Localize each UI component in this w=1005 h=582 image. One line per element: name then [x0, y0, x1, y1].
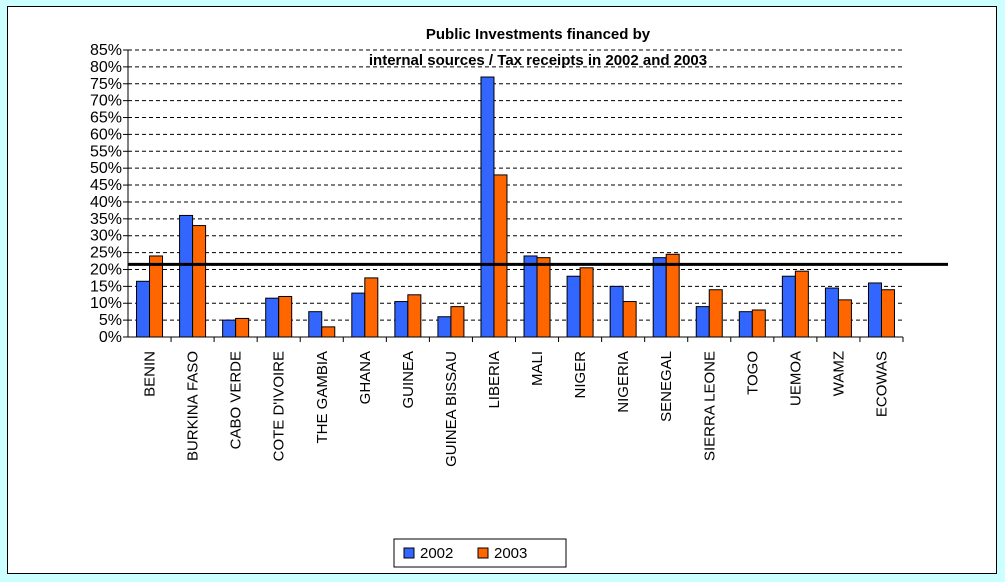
axis-layer: 0%5%10%15%20%25%30%35%40%45%50%55%60%65%… — [90, 42, 948, 346]
bar-2002-sierra-leone — [695, 306, 710, 338]
category-label-nigeria: NIGERIA — [615, 351, 632, 413]
chart-title-line-2: internal sources / Tax receipts in 2002 … — [369, 52, 707, 69]
y-tick-label-0: 0% — [99, 329, 122, 346]
bar-2003-sierra-leone — [708, 289, 723, 338]
bar-2003-senegal — [665, 253, 680, 338]
y-tick-label-40: 40% — [90, 194, 122, 211]
y-tick-label-35: 35% — [90, 211, 122, 228]
bar-2002-guinea — [394, 301, 409, 338]
category-label-benin: BENIN — [142, 351, 159, 397]
bar-2002-liberia — [480, 76, 495, 338]
bar-2003-niger — [579, 267, 594, 338]
legend-label-2003: 2003 — [494, 545, 527, 562]
bar-2002-benin — [136, 280, 151, 338]
bar-2002-the-gambia — [308, 311, 323, 338]
category-label-ecowas: ECOWAS — [873, 351, 890, 417]
category-label-niger: NIGER — [572, 351, 589, 399]
bar-2002-wamz — [824, 287, 839, 338]
bar-2002-guinea-bissau — [437, 316, 452, 338]
y-tick-label-65: 65% — [90, 110, 122, 127]
category-label-sierra-leone: SIERRA LEONE — [701, 351, 718, 461]
category-label-cabo-verde: CABO VERDE — [228, 351, 245, 449]
category-label-burkina-faso: BURKINA FASO — [185, 351, 202, 461]
bar-2003-guinea-bissau — [450, 306, 465, 338]
bar-2002-mali — [523, 255, 538, 338]
bar-2002-ecowas — [867, 282, 882, 338]
bar-2003-ghana — [364, 277, 379, 338]
category-label-guinea-bissau: GUINEA BISSAU — [443, 351, 460, 467]
bar-2002-cote-d-ivoire — [265, 297, 280, 338]
category-label-ghana: GHANA — [357, 351, 374, 404]
bar-2002-ghana — [351, 292, 366, 338]
y-tick-label-30: 30% — [90, 228, 122, 245]
bar-2002-senegal — [652, 257, 667, 338]
bar-2003-benin — [149, 255, 164, 338]
bar-2003-uemoa — [794, 270, 809, 338]
bar-2003-cote-d-ivoire — [278, 295, 293, 338]
y-tick-label-75: 75% — [90, 76, 122, 93]
bar-2002-niger — [566, 275, 581, 338]
bar-2003-burkina-faso — [192, 225, 207, 338]
y-tick-label-85: 85% — [90, 42, 122, 59]
legend-swatch-2002 — [403, 547, 415, 559]
y-tick-label-20: 20% — [90, 261, 122, 278]
bar-2003-mali — [536, 257, 551, 338]
bar-2002-uemoa — [781, 275, 796, 338]
category-label-uemoa: UEMOA — [787, 351, 804, 406]
category-labels: BENIN BURKINA FASO CABO VERDE COTE D'IVOIRE… — [142, 351, 891, 467]
bar-2003-liberia — [493, 174, 508, 338]
bars-layer — [136, 76, 895, 338]
category-label-the-gambia: THE GAMBIA — [314, 351, 331, 444]
chart-title-line-1: Public Investments financed by — [426, 26, 651, 43]
bar-2003-ecowas — [880, 289, 895, 338]
y-tick-label-60: 60% — [90, 126, 122, 143]
bar-2002-cabo-verde — [222, 319, 237, 338]
y-tick-label-10: 10% — [90, 295, 122, 312]
category-label-cote-d-ivoire: COTE D'IVOIRE — [271, 351, 288, 461]
y-tick-label-50: 50% — [90, 160, 122, 177]
category-label-liberia: LIBERIA — [486, 351, 503, 409]
bar-2003-togo — [751, 309, 766, 338]
bar-2003-wamz — [837, 299, 852, 338]
legend: 2002 2003 — [393, 538, 567, 568]
y-tick-label-15: 15% — [90, 278, 122, 295]
bar-2003-guinea — [407, 294, 422, 338]
y-tick-label-55: 55% — [90, 143, 122, 160]
legend-swatch-2003 — [477, 547, 489, 559]
y-tick-label-70: 70% — [90, 93, 122, 110]
category-label-senegal: SENEGAL — [658, 351, 675, 422]
y-tick-label-25: 25% — [90, 245, 122, 262]
bar-2002-nigeria — [609, 285, 624, 338]
y-tick-label-80: 80% — [90, 59, 122, 76]
bar-2002-burkina-faso — [179, 214, 194, 338]
chart-svg: Public Investments financed by internal … — [90, 26, 948, 568]
y-tick-label-5: 5% — [99, 312, 122, 329]
chart-frame: Public Investments financed by internal … — [7, 6, 997, 574]
legend-label-2002: 2002 — [420, 545, 453, 562]
bar-2003-the-gambia — [321, 326, 336, 338]
y-tick-label-45: 45% — [90, 177, 122, 194]
category-label-guinea: GUINEA — [400, 351, 417, 409]
category-label-togo: TOGO — [744, 351, 761, 395]
category-label-mali: MALI — [529, 351, 546, 386]
bar-2002-togo — [738, 311, 753, 338]
grid-layer — [128, 49, 903, 321]
category-label-wamz: WAMZ — [830, 351, 847, 396]
bar-2003-nigeria — [622, 301, 637, 338]
bar-2003-cabo-verde — [235, 317, 250, 338]
